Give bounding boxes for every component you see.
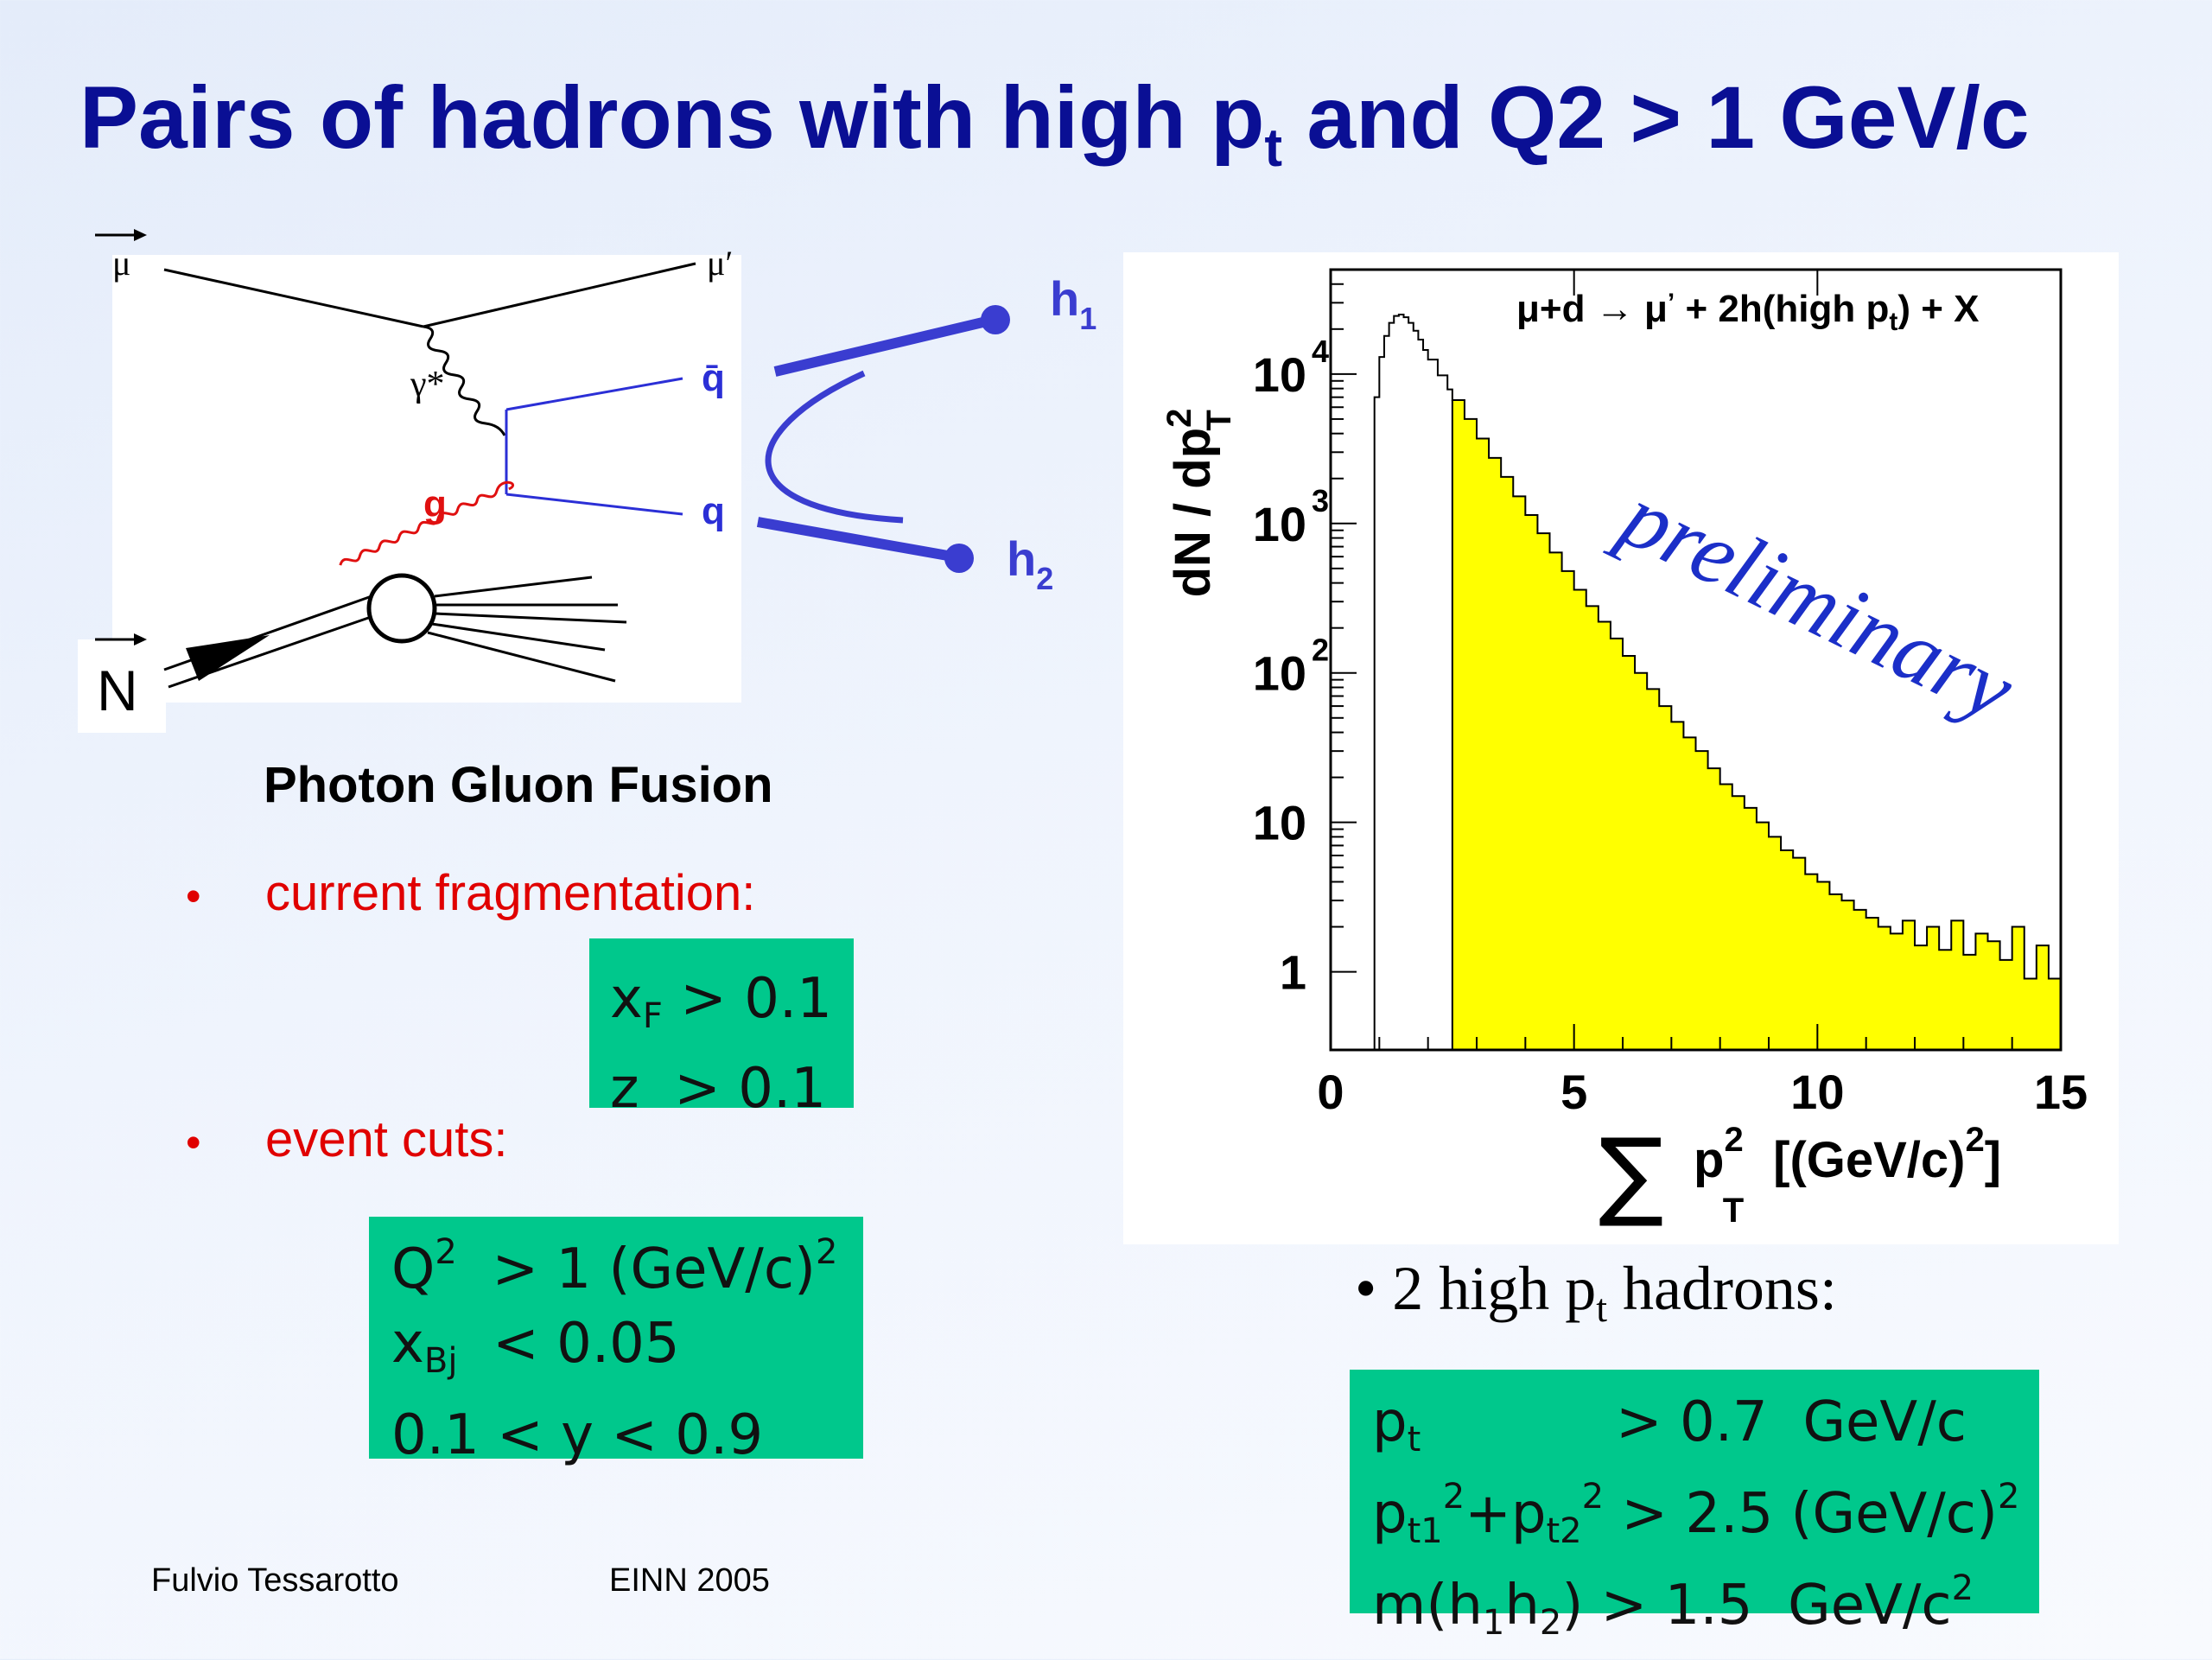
footer-event: EINN 2005	[609, 1562, 770, 1599]
bullet-text: event cuts:	[265, 1111, 508, 1167]
bullet-event-cuts: • event cuts:	[186, 1110, 704, 1171]
chart-annotation: μ+d → μ’ + 2h(high pt) + X	[1516, 288, 1979, 336]
x-tick-label: 0	[1317, 1065, 1344, 1119]
remnant-line-5	[427, 631, 616, 683]
remnant-line-3	[434, 612, 627, 624]
nucleon-arrowhead	[134, 633, 147, 646]
nucleon-blob	[366, 573, 437, 644]
photon-wavy-line	[423, 325, 506, 436]
hadron-bullet: • 2 high pt hadrons:	[1355, 1254, 1837, 1330]
bullet-symbol: •	[186, 872, 201, 920]
bullet-text: current fragmentation:	[265, 865, 756, 921]
bullet-symbol: •	[186, 1118, 201, 1167]
xbj-cut: xBj < 0.05	[391, 1312, 680, 1381]
outgoing-muon-line	[423, 262, 696, 328]
q-label: q	[702, 490, 725, 532]
h1-label: h1	[1050, 271, 1096, 336]
pt-sum-cut: pt12+pt22 > 2.5 (GeV/c)2	[1372, 1477, 2020, 1551]
x-axis-label: p2 T[(GeV/c)2]	[1694, 1121, 2001, 1230]
nucleon-line-2	[168, 614, 377, 689]
bullet-current-fragmentation: • current fragmentation:	[186, 864, 842, 925]
highlight-area	[1452, 399, 2061, 1050]
x-tick-label: 5	[1560, 1065, 1587, 1119]
x-tick-label: 15	[2034, 1065, 2088, 1119]
mass-cut: m(h1h2) > 1.5 GeV/c2	[1372, 1568, 1974, 1643]
y-tick-label: 10	[1253, 497, 1306, 551]
h2-track	[756, 517, 959, 563]
y-tick-label: 1	[1280, 945, 1306, 1000]
remnant-line-4	[431, 622, 606, 652]
pt-cut: pt > 0.7 GeV/c	[1372, 1390, 1967, 1460]
y-tick-label: 10	[1253, 796, 1306, 850]
y-tick-label: 10	[1253, 646, 1306, 701]
mu-prime-label: μ′	[707, 244, 733, 283]
xf-cut: xF > 0.1	[610, 967, 832, 1036]
mu-arrowhead	[134, 229, 147, 241]
footer-author: Fulvio Tessarotto	[151, 1562, 399, 1599]
q2-cut: Q2 > 1 (GeV/c)2	[391, 1232, 838, 1301]
y-axis-label: dN / dp2T	[1160, 409, 1238, 598]
y-tick-label: 10	[1253, 347, 1306, 402]
qbar-label: q̄	[702, 357, 725, 399]
fragmentation-cuts-box: xF > 0.1 z > 0.1	[589, 938, 854, 1121]
mu-label: μ	[112, 244, 130, 283]
hadron-cuts-box: pt > 0.7 GeV/c pt12+pt22 > 2.5 (GeV/c)2 m…	[1350, 1370, 2039, 1643]
y-tick-exponent: 4	[1312, 334, 1329, 369]
histogram-line	[1373, 314, 2062, 1050]
plot-frame	[1329, 268, 2063, 1052]
y-tick-exponent: 3	[1312, 483, 1329, 518]
nucleon-thick-arrow	[186, 635, 270, 681]
y-cut: 0.1 < y < 0.9	[391, 1403, 764, 1467]
h2-dot	[944, 544, 974, 573]
fragmentation-arc	[765, 370, 904, 524]
h2-label: h2	[1007, 531, 1053, 596]
gamma-label: γ*	[410, 365, 445, 404]
nucleon-line-1	[163, 595, 372, 671]
remnant-line-1	[434, 576, 593, 598]
x-axis-sum-symbol: ∑	[1599, 1118, 1663, 1231]
qbar-line	[505, 377, 683, 411]
h1-track	[773, 315, 995, 377]
h1-dot	[981, 305, 1010, 334]
y-tick-exponent: 2	[1312, 633, 1329, 668]
incoming-muon-line	[163, 268, 424, 328]
gluon-label: g	[423, 483, 447, 525]
event-cuts-box: Q2 > 1 (GeV/c)2 xBj < 0.05 0.1 < y < 0.9	[369, 1217, 863, 1467]
nucleon-label-box	[78, 639, 166, 733]
diagram-caption: Photon Gluon Fusion	[264, 757, 773, 813]
chart-watermark: preliminary	[1602, 463, 2030, 740]
nucleon-label: N	[97, 658, 138, 722]
x-tick-label: 10	[1790, 1065, 1844, 1119]
gluon-line	[339, 480, 515, 566]
q-line	[505, 493, 683, 516]
z-cut: z > 0.1	[610, 1057, 827, 1121]
slide-title: Pairs of hadrons with high pt and Q2 > 1…	[79, 68, 2030, 179]
